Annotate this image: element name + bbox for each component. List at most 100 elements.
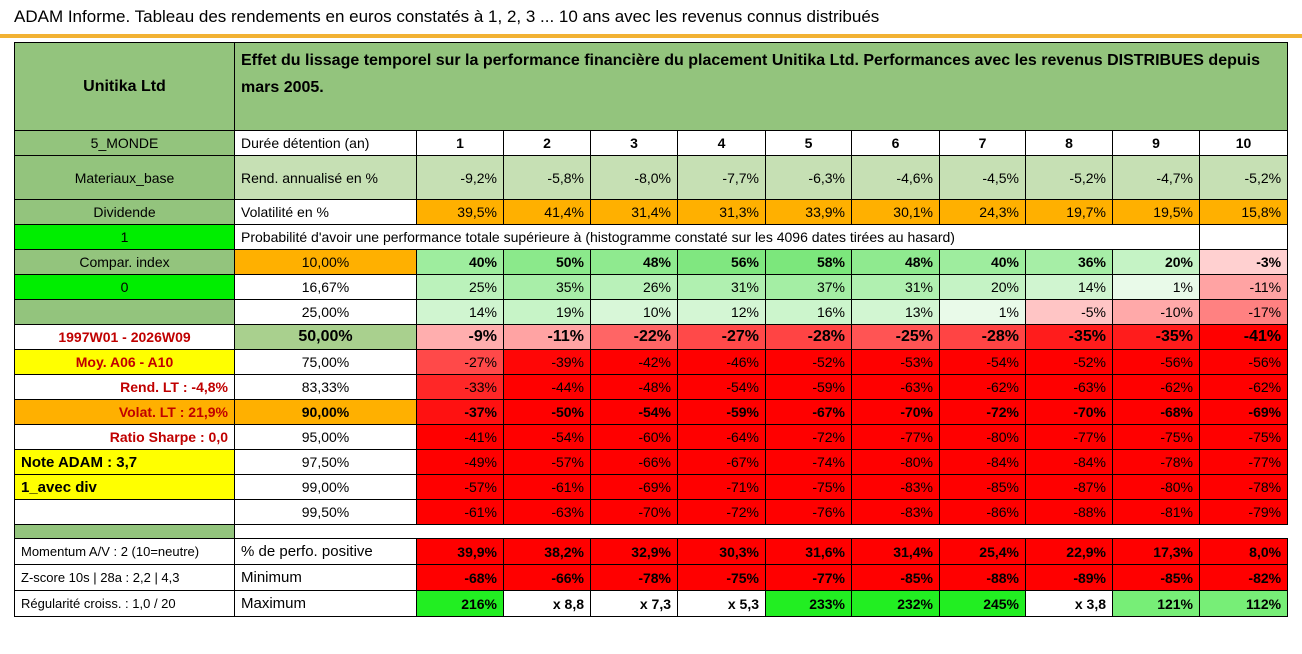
percentile-value-cell: -74% — [765, 449, 852, 475]
footer-value-cell: 22,9% — [1025, 538, 1113, 565]
footer-row: Momentum A/V : 2 (10=neutre)% de perfo. … — [14, 538, 1289, 565]
title-underline — [0, 34, 1302, 38]
footer-value-cell: 112% — [1198, 590, 1289, 617]
year-cell: 8 — [1025, 130, 1113, 156]
percentile-value-cell: -35% — [1025, 324, 1113, 350]
year-cell: 6 — [851, 130, 940, 156]
percentile-value-cell: 13% — [851, 299, 940, 325]
year-cell: 7 — [939, 130, 1026, 156]
empty-cell — [1198, 224, 1289, 250]
spacer-green — [14, 524, 235, 539]
dividend-mode: 1_avec div — [14, 474, 235, 500]
percentile-value-cell: -27% — [677, 324, 766, 350]
sharpe-ratio: Ratio Sharpe : 0,0 — [14, 424, 235, 450]
percentile-value-cell: -83% — [851, 474, 940, 500]
percentile-value-cell: -62% — [1198, 374, 1289, 400]
footer-metric-label: Maximum — [234, 590, 417, 617]
footer-metric-label: % de perfo. positive — [234, 538, 417, 565]
percentile-value-cell: -53% — [851, 349, 940, 375]
percentile-threshold: 99,50% — [234, 499, 417, 525]
percentile-value-cell: 25% — [416, 274, 504, 300]
percentile-value-cell: 31% — [677, 274, 766, 300]
report-title: ADAM Informe. Tableau des rendements en … — [0, 0, 1302, 38]
return-cell: -8,0% — [590, 155, 678, 200]
duration-label: Durée détention (an) — [234, 130, 417, 156]
percentile-value-cell: 48% — [851, 249, 940, 275]
percentile-value-cell: -22% — [590, 324, 678, 350]
percentile-value-cell: -52% — [1025, 349, 1113, 375]
percentile-value-cell: 35% — [503, 274, 591, 300]
percentile-rows: Compar. index 10,00% 40% 50% 48% 56% 58% 48% 40%… — [14, 249, 1289, 525]
percentile-value-cell: -56% — [1198, 349, 1289, 375]
volatility-cell: 31,4% — [590, 199, 678, 225]
percentile-value-cell: -44% — [503, 374, 591, 400]
percentile-value-cell: 1% — [1112, 274, 1200, 300]
percentile-value-cell: -83% — [851, 499, 940, 525]
footer-value-cell: x 7,3 — [590, 590, 678, 617]
percentile-value-cell: -39% — [503, 349, 591, 375]
percentile-value-cell: -63% — [851, 374, 940, 400]
volatility-cell: 30,1% — [851, 199, 940, 225]
percentile-value-cell: -54% — [590, 399, 678, 425]
percentile-value-cell: -79% — [1198, 499, 1289, 525]
percentile-threshold: 95,00% — [234, 424, 417, 450]
year-cell: 4 — [677, 130, 766, 156]
footer-value-cell: 30,3% — [677, 538, 766, 565]
footer-value-cell: 8,0% — [1198, 538, 1289, 565]
percentile-value-cell: 14% — [1025, 274, 1113, 300]
percentile-value-cell: 36% — [1025, 249, 1113, 275]
percentile-value-cell: -67% — [765, 399, 852, 425]
probability-header-row: 1 Probabilité d'avoir une performance to… — [14, 224, 1289, 250]
spacer-blank — [235, 525, 1288, 539]
return-cell: -4,5% — [939, 155, 1026, 200]
percentile-row: Note ADAM : 3,7 97,50% -49% -57% -66% -67% -74… — [14, 449, 1289, 475]
year-cell: 1 — [416, 130, 504, 156]
percentile-value-cell: -28% — [939, 324, 1026, 350]
percentile-value-cell: 1% — [939, 299, 1026, 325]
year-cell: 2 — [503, 130, 591, 156]
footer-value-cell: -85% — [851, 564, 940, 591]
percentile-value-cell: -88% — [1025, 499, 1113, 525]
footer-value-cell: 31,4% — [851, 538, 940, 565]
adam-note: Note ADAM : 3,7 — [14, 449, 235, 475]
dividend-label: Dividende — [14, 199, 235, 225]
period-label: 1997W01 - 2026W09 — [14, 324, 235, 350]
percentile-value-cell: -72% — [765, 424, 852, 450]
percentile-threshold: 83,33% — [234, 374, 417, 400]
volatility-cell: 33,9% — [765, 199, 852, 225]
percentile-value-cell: -70% — [1025, 399, 1113, 425]
return-cell: -4,6% — [851, 155, 940, 200]
return-cell: -9,2% — [416, 155, 504, 200]
percentile-value-cell: -11% — [1198, 274, 1289, 300]
percentile-value-cell: -81% — [1112, 499, 1200, 525]
percentile-row: 1_avec div 99,00% -57% -61% -69% -71% -75% -83%… — [14, 474, 1289, 500]
percentile-value-cell: -41% — [416, 424, 504, 450]
sector-label: Materiaux_base — [14, 155, 235, 200]
percentile-value-cell: -50% — [503, 399, 591, 425]
percentile-value-cell: -41% — [1198, 324, 1289, 350]
header-row: Unitika Ltd Effet du lissage temporel su… — [14, 42, 1289, 131]
percentile-value-cell: -46% — [677, 349, 766, 375]
percentile-value-cell: -11% — [503, 324, 591, 350]
footer-row: Z-score 10s | 28a : 2,2 | 4,3 Minimum -68%… — [14, 564, 1289, 591]
footer-value-cell: 232% — [851, 590, 940, 617]
percentile-value-cell: -63% — [1025, 374, 1113, 400]
percentile-value-cell: 40% — [416, 249, 504, 275]
percentile-value-cell: -3% — [1198, 249, 1289, 275]
percentile-value-cell: -42% — [590, 349, 678, 375]
percentile-value-cell: -84% — [939, 449, 1026, 475]
percentile-value-cell: -69% — [1198, 399, 1289, 425]
duration-row: 5_MONDE Durée détention (an) 1 2 3 4 5 6… — [14, 130, 1289, 156]
percentile-value-cell: 14% — [416, 299, 504, 325]
percentile-value-cell: -80% — [851, 449, 940, 475]
percentile-value-cell: -72% — [939, 399, 1026, 425]
percentile-value-cell: -54% — [939, 349, 1026, 375]
percentile-value-cell: -61% — [416, 499, 504, 525]
return-cell: -5,8% — [503, 155, 591, 200]
percentile-threshold: 75,00% — [234, 349, 417, 375]
percentile-value-cell: -54% — [677, 374, 766, 400]
percentile-row: Compar. index 10,00% 40% 50% 48% 56% 58% 48% 40%… — [14, 249, 1289, 275]
percentile-value-cell: -9% — [416, 324, 504, 350]
percentile-value-cell: -59% — [677, 399, 766, 425]
report-sheet: Unitika Ltd Effet du lissage temporel su… — [14, 42, 1289, 648]
